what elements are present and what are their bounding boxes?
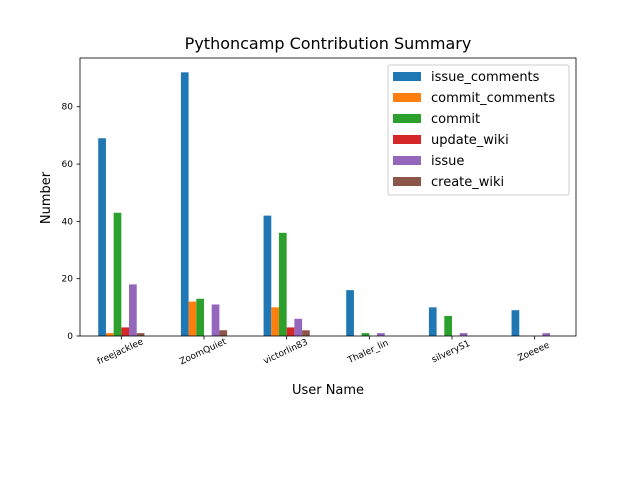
bar-commit_comments-freejacklee [105,333,114,336]
legend-label-update_wiki: update_wiki [431,133,509,148]
bar-issue-silveryS1 [459,333,468,336]
bars-layer [98,72,551,336]
y-tick-label-0: 0 [67,332,73,342]
x-tick-label-Zoeeee: Zoeeee [516,340,551,364]
bar-create_wiki-ZoomQuiet [219,330,228,336]
legend-swatch-issue [393,156,421,165]
bar-update_wiki-freejacklee [121,327,130,336]
bar-commit-silveryS1 [444,315,452,336]
legend-swatch-update_wiki [393,135,421,144]
legend-swatch-create_wiki [393,177,421,186]
bar-commit_comments-ZoomQuiet [188,301,197,336]
bar-commit-ZoomQuiet [196,298,204,336]
x-tick-label-victorlin83: victorlin83 [262,338,309,367]
bar-create_wiki-freejacklee [136,333,145,336]
bar-issue-victorlin83 [294,318,303,336]
bar-issue_comments-victorlin83 [263,215,272,336]
legend-swatch-commit_comments [393,93,421,102]
legend-swatch-issue_comments [393,72,421,81]
bar-issue_comments-freejacklee [98,138,106,336]
bar-issue-Zoeeee [542,333,551,336]
legend-box [387,64,570,196]
bar-commit-freejacklee [113,212,122,336]
bar-commit_comments-victorlin83 [271,307,279,336]
y-tick-label-80: 80 [62,103,74,113]
y-tick-label-20: 20 [62,275,74,285]
y-tick-label-40: 40 [62,217,74,227]
x-axis-label: User Name [292,383,364,398]
legend-label-commit: commit [431,112,480,127]
bar-issue_comments-ZoomQuiet [180,72,189,336]
plot-frame [79,57,577,337]
y-axis-label: Number [39,171,54,224]
x-tick-label-ZoomQuiet: ZoomQuiet [178,337,228,368]
bar-issue-Thaler_lin [377,333,385,336]
legend-label-issue_comments: issue_comments [431,70,540,85]
legend-label-issue: issue [431,154,464,169]
legend-label-create_wiki: create_wiki [431,175,504,190]
bar-commit-victorlin83 [278,232,287,336]
legend-label-commit_comments: commit_comments [431,91,555,106]
bar-issue-freejacklee [129,284,137,336]
bar-commit-Thaler_lin [361,333,370,336]
bar-update_wiki-victorlin83 [286,327,295,336]
x-tick-label-silveryS1: silveryS1 [430,339,471,365]
bar-issue_comments-silveryS1 [428,307,437,336]
legend-swatch-commit [393,114,421,123]
x-tick-label-Thaler_lin: Thaler_lin [346,338,391,366]
bar-issue-ZoomQuiet [211,304,220,336]
y-tick-label-60: 60 [62,160,74,170]
x-tick-label-freejacklee: freejacklee [96,337,146,367]
chart-title: Pythoncamp Contribution Summary [185,34,472,53]
bar-issue_comments-Zoeeee [511,310,520,336]
bar-issue_comments-Thaler_lin [346,290,354,336]
bar-create_wiki-victorlin83 [302,330,310,336]
